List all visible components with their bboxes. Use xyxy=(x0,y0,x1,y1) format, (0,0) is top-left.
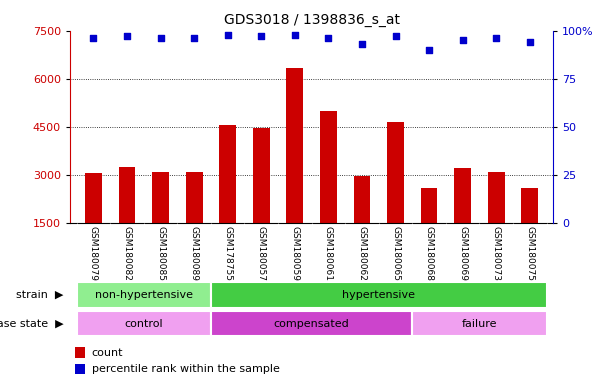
Point xyxy=(257,33,266,40)
Text: count: count xyxy=(92,348,123,358)
Point xyxy=(424,47,434,53)
Text: GSM180079: GSM180079 xyxy=(89,225,98,281)
Bar xyxy=(522,187,538,223)
Bar xyxy=(85,173,102,223)
Point xyxy=(122,33,132,40)
Point xyxy=(491,35,501,41)
Bar xyxy=(320,111,337,223)
Bar xyxy=(488,172,505,223)
Text: compensated: compensated xyxy=(274,318,350,329)
Bar xyxy=(219,125,236,223)
Point xyxy=(223,31,232,38)
Text: non-hypertensive: non-hypertensive xyxy=(95,290,193,300)
Text: disease state  ▶: disease state ▶ xyxy=(0,318,64,329)
Bar xyxy=(454,168,471,223)
Text: GSM180075: GSM180075 xyxy=(525,225,534,281)
Point xyxy=(189,35,199,41)
Text: GSM180057: GSM180057 xyxy=(257,225,266,281)
Bar xyxy=(253,128,269,223)
Point xyxy=(357,41,367,47)
Bar xyxy=(119,167,136,223)
Point xyxy=(525,39,534,45)
Text: GSM180061: GSM180061 xyxy=(324,225,333,281)
Text: GSM178755: GSM178755 xyxy=(223,225,232,281)
Bar xyxy=(387,122,404,223)
Title: GDS3018 / 1398836_s_at: GDS3018 / 1398836_s_at xyxy=(224,13,399,27)
Bar xyxy=(286,68,303,223)
Bar xyxy=(211,311,412,336)
Text: percentile rank within the sample: percentile rank within the sample xyxy=(92,364,280,374)
Text: strain  ▶: strain ▶ xyxy=(16,290,64,300)
Point xyxy=(89,35,98,41)
Text: GSM180062: GSM180062 xyxy=(358,225,367,280)
Bar xyxy=(211,282,547,308)
Bar xyxy=(75,364,85,374)
Text: GSM180069: GSM180069 xyxy=(458,225,467,281)
Point xyxy=(290,31,300,38)
Text: failure: failure xyxy=(461,318,497,329)
Text: GSM180089: GSM180089 xyxy=(190,225,199,281)
Point xyxy=(458,37,468,43)
Bar xyxy=(354,176,370,223)
Text: GSM180085: GSM180085 xyxy=(156,225,165,281)
Text: GSM180082: GSM180082 xyxy=(122,225,131,280)
Text: GSM180068: GSM180068 xyxy=(424,225,434,281)
Point xyxy=(391,33,401,40)
Bar xyxy=(152,172,169,223)
Bar xyxy=(412,311,547,336)
Text: GSM180073: GSM180073 xyxy=(492,225,501,281)
Point xyxy=(323,35,333,41)
Bar xyxy=(185,172,202,223)
Bar xyxy=(77,282,211,308)
Text: GSM180059: GSM180059 xyxy=(290,225,299,281)
Text: GSM180065: GSM180065 xyxy=(391,225,400,281)
Bar xyxy=(421,187,438,223)
Text: control: control xyxy=(125,318,163,329)
Text: hypertensive: hypertensive xyxy=(342,290,415,300)
Bar xyxy=(75,347,85,358)
Bar xyxy=(77,311,211,336)
Point xyxy=(156,35,165,41)
